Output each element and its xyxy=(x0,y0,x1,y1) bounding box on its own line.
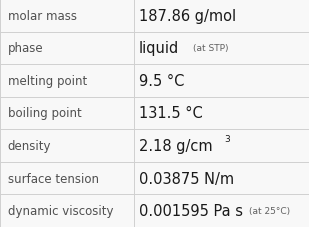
Text: 3: 3 xyxy=(224,134,230,143)
Text: 187.86 g/mol: 187.86 g/mol xyxy=(139,9,236,24)
Text: 2.18 g/cm: 2.18 g/cm xyxy=(139,138,213,153)
Text: density: density xyxy=(8,139,51,152)
Text: (at STP): (at STP) xyxy=(193,44,229,53)
Text: dynamic viscosity: dynamic viscosity xyxy=(8,204,113,217)
Text: 0.03875 N/m: 0.03875 N/m xyxy=(139,171,234,186)
Text: 0.001595 Pa s: 0.001595 Pa s xyxy=(139,203,243,218)
Text: surface tension: surface tension xyxy=(8,172,99,185)
Text: liquid: liquid xyxy=(139,41,179,56)
Text: phase: phase xyxy=(8,42,43,55)
Text: boiling point: boiling point xyxy=(8,107,82,120)
Text: 9.5 °C: 9.5 °C xyxy=(139,74,184,89)
Text: molar mass: molar mass xyxy=(8,10,77,23)
Text: 131.5 °C: 131.5 °C xyxy=(139,106,203,121)
Text: melting point: melting point xyxy=(8,75,87,88)
Text: (at 25°C): (at 25°C) xyxy=(249,206,290,215)
